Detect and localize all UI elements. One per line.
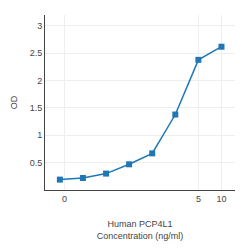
svg-text:1.5: 1.5 — [30, 103, 43, 113]
svg-text:Human PCP4L1Concentration (ng/: Human PCP4L1Concentration (ng/ml) — [97, 219, 184, 241]
svg-text:OD: OD — [9, 95, 19, 109]
svg-text:3: 3 — [37, 21, 42, 31]
svg-text:1: 1 — [37, 130, 42, 140]
svg-text:2.5: 2.5 — [30, 48, 43, 58]
svg-text:2: 2 — [37, 76, 42, 86]
svg-text:10: 10 — [216, 194, 226, 204]
svg-text:0.5: 0.5 — [30, 158, 43, 168]
svg-text:0: 0 — [62, 194, 67, 204]
svg-text:5: 5 — [196, 194, 201, 204]
